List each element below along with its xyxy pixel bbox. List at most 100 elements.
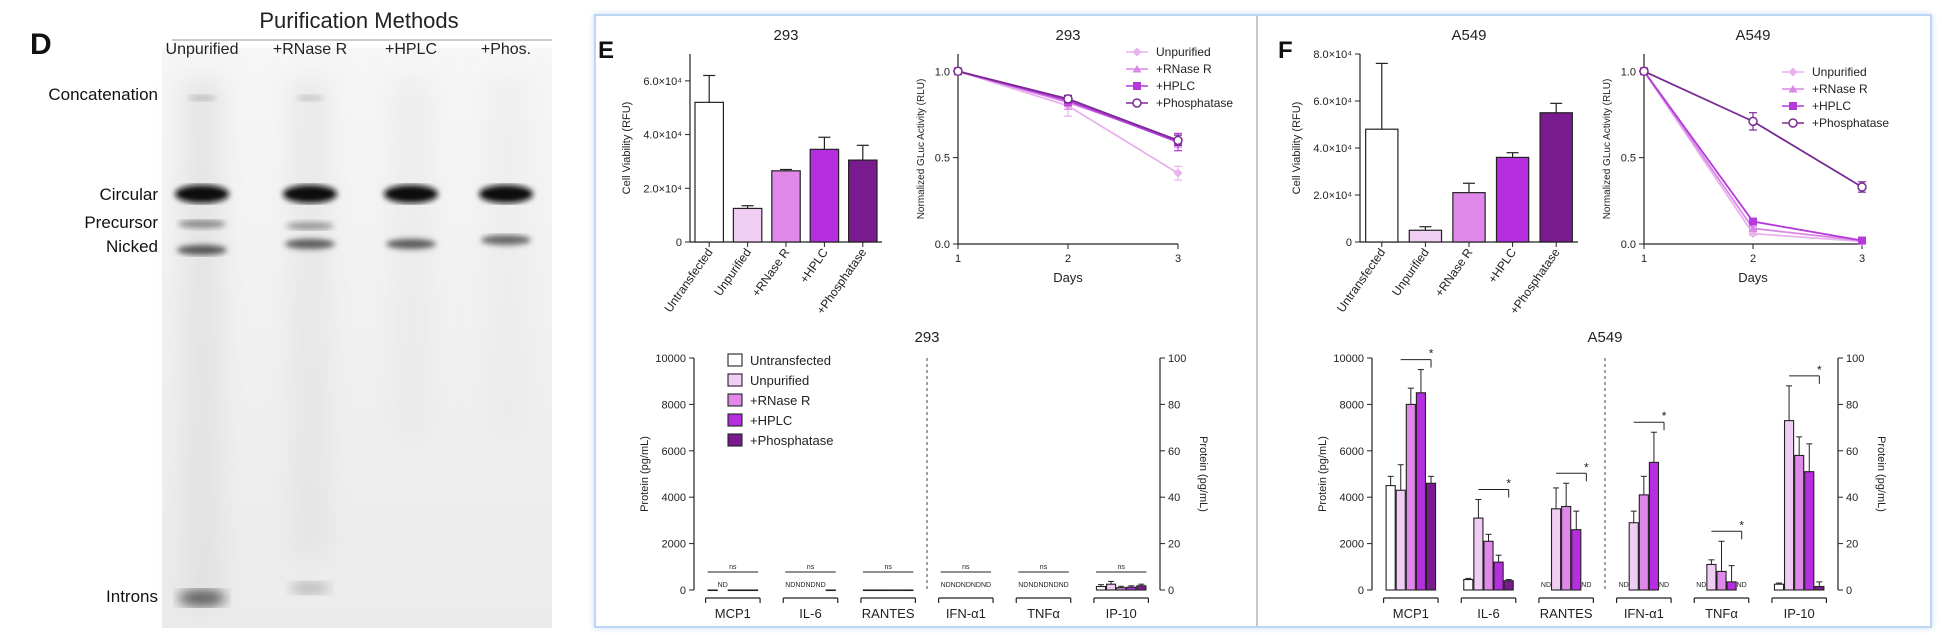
bar bbox=[903, 589, 914, 592]
sig-label: * bbox=[1817, 363, 1822, 377]
y-tick-label: 0 bbox=[676, 237, 682, 249]
legend-swatch bbox=[727, 413, 743, 427]
y-axis-label: Normalized GLuc Activity (RLU) bbox=[916, 79, 927, 220]
y-axis-label-left: Protein (pg/mL) bbox=[639, 436, 651, 512]
legend-swatch bbox=[727, 373, 743, 387]
data-point bbox=[1748, 224, 1758, 232]
data-point bbox=[1173, 168, 1183, 178]
bar bbox=[883, 589, 894, 592]
band-label-concatenation: Concatenation bbox=[48, 85, 158, 104]
x-tick-label: 2 bbox=[1065, 253, 1071, 265]
chart-e-viability: 293 0 2.0×10⁴ 4.0×10⁴ 6.0×10⁴ Cell Viability … bbox=[621, 27, 882, 317]
legend-marker bbox=[1788, 67, 1798, 77]
bar bbox=[1425, 482, 1437, 591]
nd-label: ND bbox=[718, 582, 728, 589]
nd-label: ND bbox=[981, 582, 991, 589]
sig-label: ns bbox=[962, 564, 970, 571]
bar bbox=[1648, 461, 1660, 591]
bar bbox=[1550, 508, 1562, 591]
y-tick-label: 0.0 bbox=[1621, 239, 1636, 251]
x-tick-label: +RNase R bbox=[749, 245, 793, 299]
gel-background bbox=[162, 48, 552, 628]
y-tick-label-right: 80 bbox=[1846, 399, 1858, 411]
y-tick-label-left: 4000 bbox=[1340, 492, 1364, 504]
y-tick-label-right: 20 bbox=[1846, 539, 1858, 551]
y-tick-label-left: 10000 bbox=[1333, 353, 1364, 365]
data-point bbox=[1749, 217, 1757, 226]
bar bbox=[771, 170, 801, 243]
group-label: TNFα bbox=[1705, 606, 1738, 621]
x-tick-label: 3 bbox=[1175, 253, 1181, 265]
sig-label: ns bbox=[1040, 564, 1048, 571]
bar bbox=[1773, 583, 1785, 591]
gel-bands-precursor bbox=[178, 220, 334, 230]
nd-label: ND bbox=[1737, 582, 1747, 589]
bar bbox=[1794, 454, 1805, 591]
y-tick-label-right: 100 bbox=[1846, 353, 1864, 365]
group-label: IFN-α1 bbox=[1624, 606, 1664, 621]
band-label-nicked: Nicked bbox=[106, 237, 158, 256]
group-label: IL-6 bbox=[1477, 606, 1499, 621]
y-tick-label-left: 0 bbox=[1358, 585, 1364, 597]
gel-lane-smears bbox=[182, 78, 528, 608]
y-tick-label-right: 60 bbox=[1168, 446, 1180, 458]
band-label-circular: Circular bbox=[99, 185, 158, 204]
bar bbox=[1783, 420, 1795, 591]
y-axis-label: Cell Viability (RFU) bbox=[621, 102, 633, 195]
bar bbox=[1571, 529, 1582, 591]
bar bbox=[707, 589, 718, 592]
y-tick-label-right: 0 bbox=[1168, 585, 1174, 597]
nd-label: ND bbox=[1038, 582, 1048, 589]
chart-f-cytokine: A549 0 2000 4000 6000 8000 10000 0 20 40 60 80 100 Pr… bbox=[1317, 329, 1887, 621]
bar bbox=[1539, 112, 1573, 243]
legend-label: Untransfected bbox=[750, 353, 831, 368]
bar bbox=[1638, 494, 1649, 591]
y-tick-label: 2.0×10⁴ bbox=[643, 183, 682, 195]
group-label: IL-6 bbox=[799, 606, 821, 621]
chart-title: A549 bbox=[1735, 27, 1770, 44]
legend-label: +HPLC bbox=[1156, 79, 1195, 93]
legend-label: Unpurified bbox=[1156, 45, 1211, 59]
y-tick-label-left: 6000 bbox=[1340, 446, 1364, 458]
x-tick-label: Unpurified bbox=[1389, 246, 1432, 299]
y-tick-label: 1.0 bbox=[1621, 66, 1636, 78]
series-line bbox=[1643, 70, 1863, 242]
nd-label: ND bbox=[1696, 582, 1706, 589]
bar bbox=[1136, 585, 1147, 591]
data-point bbox=[953, 66, 963, 77]
legend-swatch bbox=[727, 393, 743, 407]
data-point bbox=[1857, 182, 1867, 192]
y-tick-label: 8.0×10⁴ bbox=[1313, 49, 1352, 61]
data-point bbox=[1858, 236, 1866, 245]
y-axis-label-right: Protein (pg/mL) bbox=[1197, 436, 1209, 512]
panel-divider bbox=[1256, 16, 1258, 626]
bar bbox=[1706, 563, 1717, 591]
chart-e-cytokine: 293 0 2000 4000 6000 8000 10000 0 20 40 60 80 100 Pro… bbox=[639, 329, 1209, 621]
sig-label: * bbox=[1662, 409, 1667, 423]
bar bbox=[732, 207, 763, 243]
x-tick-label: +HPLC bbox=[797, 245, 831, 285]
legend-label: +RNase R bbox=[1156, 62, 1212, 76]
chart-title: A549 bbox=[1451, 27, 1486, 44]
legend-marker bbox=[1132, 47, 1142, 57]
bar bbox=[1493, 561, 1504, 591]
bar bbox=[1116, 587, 1127, 591]
legend-label: +Phosphatase bbox=[750, 433, 833, 448]
bar bbox=[1483, 540, 1494, 591]
sig-label: ns bbox=[1117, 564, 1125, 571]
chart-title: A549 bbox=[1587, 329, 1622, 346]
bar bbox=[1452, 192, 1486, 243]
bar bbox=[1385, 485, 1396, 591]
nd-label: ND bbox=[795, 582, 805, 589]
bar bbox=[747, 589, 759, 592]
nd-label: ND bbox=[1049, 582, 1059, 589]
bar bbox=[1804, 471, 1815, 591]
bar bbox=[727, 589, 738, 592]
y-tick-label: 1.0 bbox=[935, 66, 950, 78]
x-tick-label: 1 bbox=[955, 253, 961, 265]
y-tick-label-right: 40 bbox=[1168, 492, 1180, 504]
x-tick-label: 3 bbox=[1859, 253, 1865, 265]
x-axis-label: Days bbox=[1053, 270, 1083, 285]
lane-label-hplc: +HPLC bbox=[385, 41, 437, 58]
